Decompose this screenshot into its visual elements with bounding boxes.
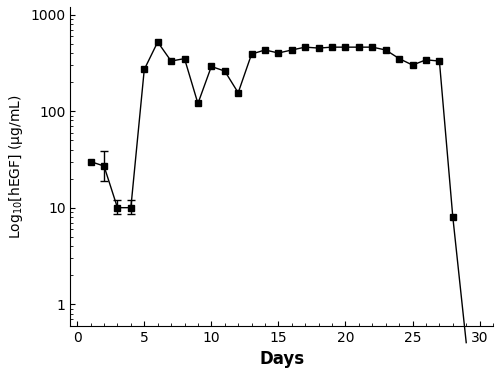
Y-axis label: Log$_{10}$[hEGF] (μg/mL): Log$_{10}$[hEGF] (μg/mL) (7, 94, 25, 238)
X-axis label: Days: Days (259, 350, 304, 368)
